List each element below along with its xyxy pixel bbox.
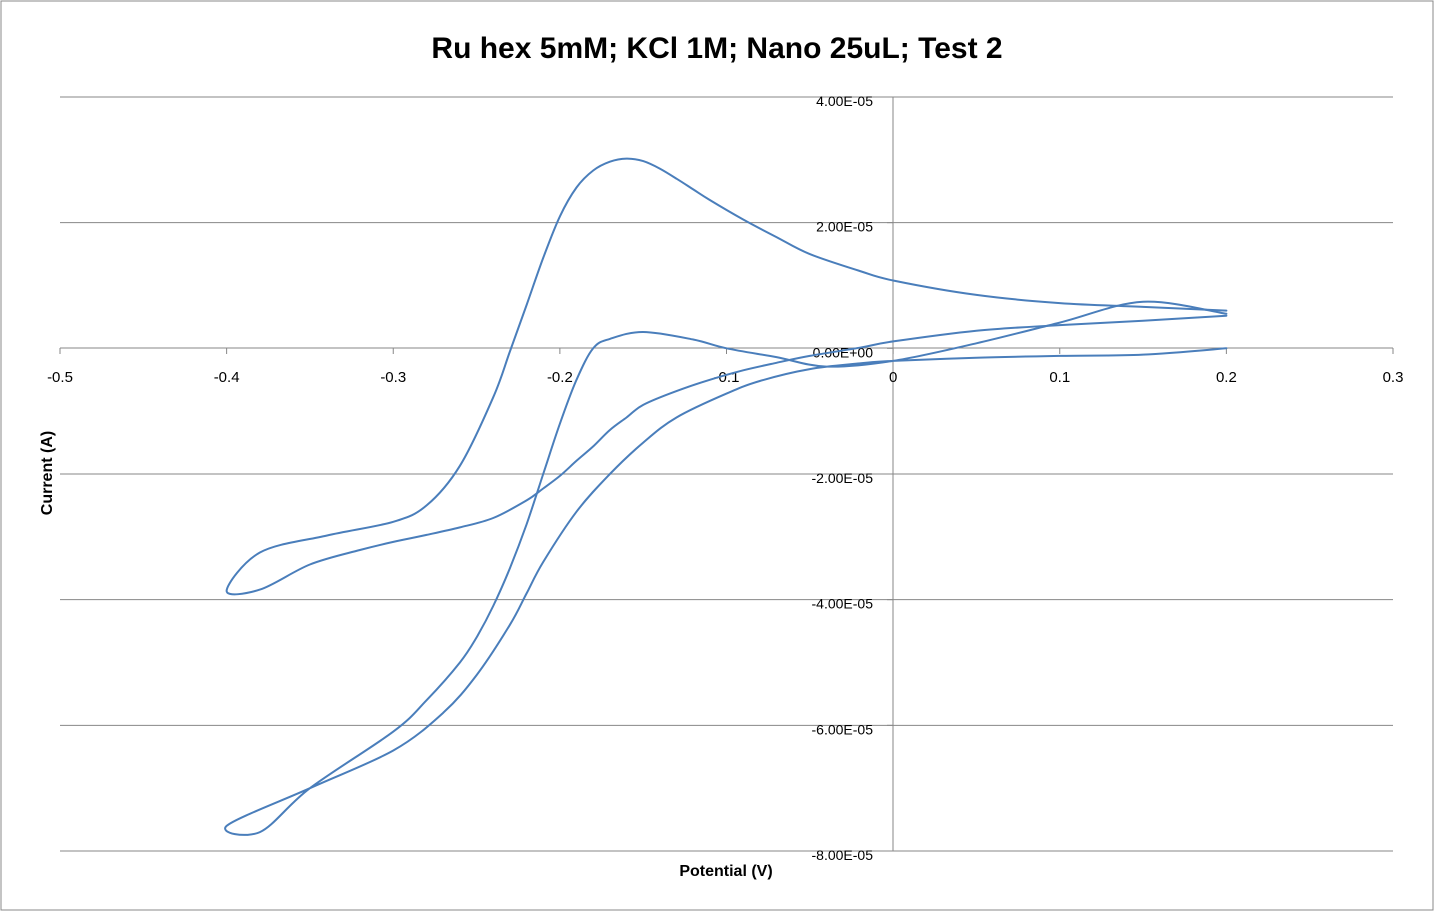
x-tick-label: -0.2 xyxy=(547,369,573,386)
series-line-1 xyxy=(224,300,1228,836)
y-tick-label: 2.00E-05 xyxy=(816,219,873,235)
x-tick-label: 0 xyxy=(889,369,897,386)
x-tick-label: 0.2 xyxy=(1216,369,1237,386)
x-axis-label: Potential (V) xyxy=(679,863,772,880)
x-tick-label: -0.5 xyxy=(47,369,73,386)
y-tick-label: 4.00E-05 xyxy=(816,93,873,109)
chart-title: Ru hex 5mM; KCl 1M; Nano 25uL; Test 2 xyxy=(431,32,1002,65)
grid-lines xyxy=(60,96,1393,852)
x-tick-label: 0.3 xyxy=(1383,369,1404,386)
x-axis-ticks: -0.5 -0.4 -0.3 -0.2 -0.1 0 0.1 0.2 0.3 xyxy=(47,348,1403,386)
y-tick-label: -6.00E-05 xyxy=(812,721,874,737)
y-tick-label: -2.00E-05 xyxy=(812,470,874,486)
series-line-2 xyxy=(225,157,1228,596)
series-layer xyxy=(224,157,1228,836)
y-tick-label: -4.00E-05 xyxy=(812,596,874,612)
x-tick-label: 0.1 xyxy=(1049,369,1070,386)
y-axis-label: Current (A) xyxy=(39,431,56,515)
x-tick-label: -0.3 xyxy=(380,369,406,386)
x-tick-label: -0.4 xyxy=(214,369,240,386)
y-tick-label: -8.00E-05 xyxy=(812,847,874,863)
